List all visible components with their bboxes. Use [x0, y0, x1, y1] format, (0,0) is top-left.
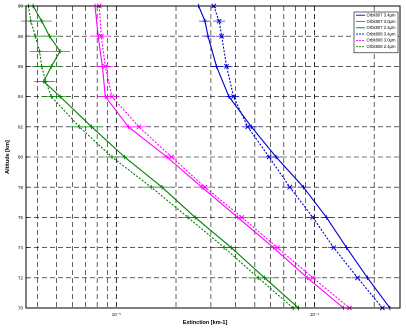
- data-point: [320, 215, 333, 220]
- series-line: [27, 5, 294, 309]
- data-point: [93, 33, 110, 39]
- data-point: [141, 185, 162, 190]
- data-point: [220, 63, 233, 69]
- y-tick-label: 78: [18, 185, 24, 190]
- data-point: [31, 64, 52, 69]
- data-point: [103, 94, 120, 100]
- series-layer: [18, 3, 396, 311]
- data-point: [130, 124, 147, 130]
- y-tick-label: 80: [18, 155, 24, 160]
- data-point: [29, 49, 50, 54]
- legend-label: Orbit808 3.4µm: [367, 31, 396, 36]
- legend-entry: Orbit807 3.4µm: [356, 13, 396, 18]
- data-point: [41, 94, 62, 99]
- y-tick-label: 84: [18, 94, 24, 99]
- y-tick-label: 88: [18, 34, 24, 39]
- data-point: [241, 124, 254, 130]
- data-point: [101, 154, 122, 160]
- data-point: [306, 214, 319, 220]
- legend-label: Orbit807 3.0µm: [367, 19, 396, 24]
- legend-label: Orbit807 3.4µm: [367, 13, 396, 18]
- y-tick-label: 90: [18, 4, 24, 9]
- y-tick-label: 76: [18, 215, 24, 220]
- legend-entry: Orbit808 2.4µm: [356, 44, 396, 49]
- series-line: [198, 5, 391, 309]
- data-point: [97, 63, 114, 69]
- series-line: [32, 5, 299, 309]
- series-6: [18, 3, 304, 311]
- data-point: [20, 18, 41, 24]
- data-point: [227, 94, 240, 100]
- legend-label: Orbit808 2.4µm: [367, 44, 396, 49]
- axis-ticks: 70 72 74 76 78 80 82 84 86 88 90 10⁻⁵ 10⁻⁴: [18, 4, 319, 317]
- data-point: [163, 154, 180, 160]
- legend-entry: Orbit808 3.0µm: [356, 38, 396, 43]
- data-point: [351, 275, 364, 281]
- series-line: [213, 5, 383, 309]
- data-point: [69, 124, 90, 129]
- y-tick-label: 82: [18, 124, 24, 129]
- data-point: [297, 185, 310, 190]
- data-point: [233, 214, 250, 220]
- legend-label: Orbit808 3.0µm: [367, 38, 396, 43]
- data-point: [196, 184, 213, 190]
- data-point: [248, 275, 269, 280]
- data-point: [35, 79, 56, 84]
- y-tick-label: 70: [18, 306, 24, 311]
- x-axis-label: Extinction [km-1]: [183, 320, 228, 326]
- legend-entry: Orbit807 3.0µm: [356, 19, 396, 24]
- legend-entry: Orbit808 3.4µm: [356, 31, 396, 36]
- data-point: [213, 18, 226, 24]
- data-point: [269, 245, 286, 251]
- data-point: [283, 184, 296, 190]
- y-tick-label: 86: [18, 64, 24, 69]
- data-point: [340, 245, 353, 250]
- data-point: [201, 34, 214, 39]
- data-point: [214, 245, 235, 250]
- data-point: [327, 245, 340, 251]
- y-axis-label: Altitude [km]: [5, 140, 11, 174]
- data-point: [304, 275, 321, 281]
- y-tick-label: 72: [18, 275, 24, 280]
- y-tick-label: 74: [18, 245, 24, 250]
- legend-box: [353, 11, 399, 54]
- plot-grid: [26, 6, 400, 308]
- x-tick-label: 10⁻⁵: [112, 312, 121, 317]
- data-point: [263, 154, 276, 160]
- legend-entry: Orbit807 2.4µm: [356, 25, 396, 30]
- data-point: [210, 64, 223, 69]
- data-point: [198, 18, 211, 24]
- legend-label: Orbit807 2.4µm: [367, 25, 396, 30]
- data-point: [50, 49, 71, 54]
- series-4: [207, 3, 389, 311]
- x-tick-label: 10⁻⁴: [310, 312, 319, 317]
- data-point: [178, 215, 199, 220]
- data-point: [215, 33, 228, 39]
